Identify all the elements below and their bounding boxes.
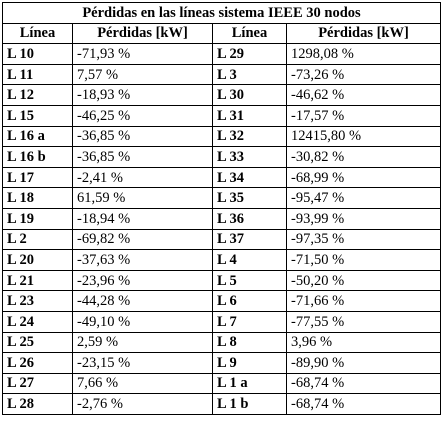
cell-line-left: L 26 — [2, 352, 73, 374]
cell-losses-right: -77,55 % — [286, 310, 441, 333]
header-row: Línea Pérdidas [kW] Línea Pérdidas [kW] — [2, 22, 441, 45]
cell-line-left: L 2 — [2, 228, 73, 251]
cell-line-left: L 27 — [2, 372, 73, 395]
cell-losses-left: -18,94 % — [72, 207, 213, 230]
cell-line-right: L 37 — [212, 228, 287, 251]
table-row: L 10 -71,93 % L 29 1298,08 % — [2, 43, 441, 65]
table-body: L 10 -71,93 % L 29 1298,08 % L 11 7,57 % L 3 -7… — [2, 43, 441, 415]
cell-line-left: L 28 — [2, 393, 73, 415]
cell-losses-right: -17,57 % — [286, 104, 441, 127]
header-line-left: Línea — [2, 22, 73, 45]
cell-losses-right: -50,20 % — [286, 269, 441, 292]
cell-losses-left: -2,76 % — [72, 393, 213, 415]
cell-line-right: L 5 — [212, 269, 287, 292]
cell-losses-left: -18,93 % — [72, 84, 213, 106]
cell-line-left: L 12 — [2, 84, 73, 106]
cell-line-right: L 9 — [212, 352, 287, 374]
cell-losses-right: -68,74 % — [286, 393, 441, 415]
cell-losses-left: 7,66 % — [72, 372, 213, 395]
table-row: L 19 -18,94 % L 36 -93,99 % — [2, 207, 441, 230]
table-row: L 27 7,66 % L 1 a -68,74 % — [2, 372, 441, 395]
cell-line-right: L 3 — [212, 63, 287, 86]
table-row: L 18 61,59 % L 35 -95,47 % — [2, 187, 441, 209]
cell-line-right: L 29 — [212, 43, 287, 65]
cell-losses-right: -68,99 % — [286, 166, 441, 189]
title-row: Pérdidas en las líneas sistema IEEE 30 n… — [2, 2, 441, 24]
table-row: L 12 -18,93 % L 30 -46,62 % — [2, 84, 441, 106]
cell-losses-left: -23,15 % — [72, 352, 213, 374]
cell-losses-right: -73,26 % — [286, 63, 441, 86]
cell-losses-right: 12415,80 % — [286, 125, 441, 148]
cell-line-right: L 1 a — [212, 372, 287, 395]
cell-line-left: L 16 a — [2, 125, 73, 148]
cell-line-right: L 1 b — [212, 393, 287, 415]
table-row: L 21 -23,96 % L 5 -50,20 % — [2, 269, 441, 292]
cell-losses-right: 1298,08 % — [286, 43, 441, 65]
table-row: L 17 -2,41 % L 34 -68,99 % — [2, 166, 441, 189]
cell-line-right: L 36 — [212, 207, 287, 230]
cell-line-left: L 15 — [2, 104, 73, 127]
table-row: L 15 -46,25 % L 31 -17,57 % — [2, 104, 441, 127]
cell-line-right: L 30 — [212, 84, 287, 106]
cell-losses-left: -37,63 % — [72, 249, 213, 271]
cell-line-right: L 6 — [212, 290, 287, 312]
cell-losses-right: -68,74 % — [286, 372, 441, 395]
table-row: L 24 -49,10 % L 7 -77,55 % — [2, 310, 441, 333]
cell-line-right: L 35 — [212, 187, 287, 209]
table-title: Pérdidas en las líneas sistema IEEE 30 n… — [2, 2, 441, 24]
cell-line-left: L 18 — [2, 187, 73, 209]
cell-line-left: L 20 — [2, 249, 73, 271]
cell-line-left: L 21 — [2, 269, 73, 292]
cell-line-right: L 7 — [212, 310, 287, 333]
table-row: L 16 a -36,85 % L 32 12415,80 % — [2, 125, 441, 148]
cell-losses-left: 61,59 % — [72, 187, 213, 209]
cell-line-left: L 10 — [2, 43, 73, 65]
cell-losses-left: 2,59 % — [72, 331, 213, 354]
cell-line-left: L 16 b — [2, 146, 73, 168]
cell-line-left: L 11 — [2, 63, 73, 86]
cell-line-left: L 17 — [2, 166, 73, 189]
cell-line-right: L 4 — [212, 249, 287, 271]
cell-losses-right: 3,96 % — [286, 331, 441, 354]
cell-line-left: L 23 — [2, 290, 73, 312]
table-row: L 23 -44,28 % L 6 -71,66 % — [2, 290, 441, 312]
cell-losses-right: -97,35 % — [286, 228, 441, 251]
cell-losses-left: -23,96 % — [72, 269, 213, 292]
losses-table: Pérdidas en las líneas sistema IEEE 30 n… — [2, 2, 441, 415]
cell-losses-right: -95,47 % — [286, 187, 441, 209]
cell-line-right: L 32 — [212, 125, 287, 148]
cell-losses-left: -36,85 % — [72, 146, 213, 168]
cell-line-right: L 33 — [212, 146, 287, 168]
table-row: L 16 b -36,85 % L 33 -30,82 % — [2, 146, 441, 168]
cell-losses-right: -71,66 % — [286, 290, 441, 312]
cell-losses-right: -89,90 % — [286, 352, 441, 374]
table-row: L 11 7,57 % L 3 -73,26 % — [2, 63, 441, 86]
cell-losses-left: 7,57 % — [72, 63, 213, 86]
cell-losses-left: -71,93 % — [72, 43, 213, 65]
cell-losses-left: -36,85 % — [72, 125, 213, 148]
cell-losses-right: -71,50 % — [286, 249, 441, 271]
cell-losses-left: -2,41 % — [72, 166, 213, 189]
cell-line-right: L 34 — [212, 166, 287, 189]
header-line-right: Línea — [212, 22, 287, 45]
header-losses-left: Pérdidas [kW] — [72, 22, 213, 45]
table-row: L 20 -37,63 % L 4 -71,50 % — [2, 249, 441, 271]
cell-line-left: L 24 — [2, 310, 73, 333]
cell-losses-left: -46,25 % — [72, 104, 213, 127]
cell-line-left: L 25 — [2, 331, 73, 354]
cell-losses-right: -30,82 % — [286, 146, 441, 168]
cell-losses-left: -49,10 % — [72, 310, 213, 333]
table-row: L 26 -23,15 % L 9 -89,90 % — [2, 352, 441, 374]
header-losses-right: Pérdidas [kW] — [286, 22, 441, 45]
cell-line-right: L 31 — [212, 104, 287, 127]
cell-line-left: L 19 — [2, 207, 73, 230]
table-row: L 25 2,59 % L 8 3,96 % — [2, 331, 441, 354]
cell-losses-right: -93,99 % — [286, 207, 441, 230]
cell-losses-left: -69,82 % — [72, 228, 213, 251]
cell-line-right: L 8 — [212, 331, 287, 354]
cell-losses-left: -44,28 % — [72, 290, 213, 312]
table-row: L 28 -2,76 % L 1 b -68,74 % — [2, 393, 441, 415]
table-row: L 2 -69,82 % L 37 -97,35 % — [2, 228, 441, 251]
cell-losses-right: -46,62 % — [286, 84, 441, 106]
